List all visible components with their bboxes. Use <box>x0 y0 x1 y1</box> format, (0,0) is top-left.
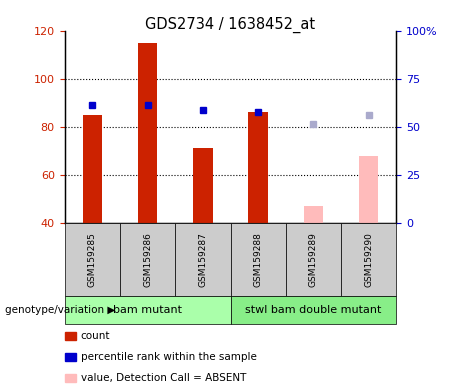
Bar <box>359 156 378 223</box>
Text: GSM159287: GSM159287 <box>198 232 207 286</box>
Text: percentile rank within the sample: percentile rank within the sample <box>81 352 257 362</box>
Bar <box>83 115 102 223</box>
Text: stwl bam double mutant: stwl bam double mutant <box>245 305 382 315</box>
Text: genotype/variation ▶: genotype/variation ▶ <box>5 305 115 315</box>
Text: GSM159286: GSM159286 <box>143 232 152 286</box>
Text: count: count <box>81 331 110 341</box>
Text: GSM159290: GSM159290 <box>364 232 373 286</box>
Bar <box>248 112 268 223</box>
Bar <box>304 206 323 223</box>
Bar <box>193 148 213 223</box>
Text: GSM159288: GSM159288 <box>254 232 263 286</box>
Bar <box>138 43 157 223</box>
Text: GDS2734 / 1638452_at: GDS2734 / 1638452_at <box>145 17 316 33</box>
Text: bam mutant: bam mutant <box>113 305 182 315</box>
Text: value, Detection Call = ABSENT: value, Detection Call = ABSENT <box>81 373 246 383</box>
Text: GSM159289: GSM159289 <box>309 232 318 286</box>
Text: GSM159285: GSM159285 <box>88 232 97 286</box>
